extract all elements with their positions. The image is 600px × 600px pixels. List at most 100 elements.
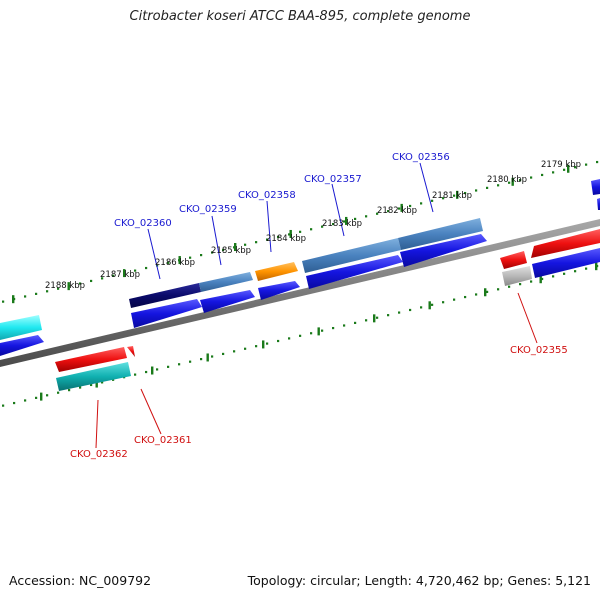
minor-tick <box>552 275 555 278</box>
major-tick <box>511 177 514 186</box>
minor-tick <box>178 363 181 366</box>
minor-tick <box>409 204 412 208</box>
feature-cds-b <box>200 290 255 313</box>
minor-tick <box>200 358 203 361</box>
minor-tick <box>376 212 379 215</box>
minor-tick <box>541 277 544 281</box>
minor-tick <box>35 292 38 295</box>
minor-tick <box>519 283 522 286</box>
major-tick <box>123 269 126 278</box>
feature-cds-f <box>532 248 600 278</box>
major-tick <box>567 164 570 173</box>
minor-tick <box>365 319 368 322</box>
minor-tick <box>57 391 60 394</box>
minor-tick <box>563 272 566 275</box>
minor-tick <box>398 207 401 210</box>
major-tick <box>40 392 43 401</box>
gene-label-cko-02362: CKO_02362 <box>70 449 128 460</box>
accession-text: Accession: NC_009792 <box>9 573 152 588</box>
major-tick <box>234 243 237 252</box>
genome-summary-text: Topology: circular; Length: 4,720,462 bp… <box>247 573 591 588</box>
minor-tick <box>13 401 16 405</box>
scale-label: 2185 kbp <box>211 246 251 256</box>
gene-label-cko-02360: CKO_02360 <box>114 218 172 229</box>
minor-tick <box>310 332 313 335</box>
feature-cko-right-red <box>531 229 600 258</box>
major-tick <box>12 295 15 304</box>
minor-tick <box>376 316 379 319</box>
minor-tick <box>508 181 511 184</box>
minor-tick <box>398 311 401 314</box>
minor-tick <box>46 290 49 293</box>
major-tick <box>539 275 542 284</box>
minor-tick <box>486 290 489 293</box>
minor-tick <box>244 243 247 246</box>
minor-tick <box>541 173 544 177</box>
gene-label-cko-02361: CKO_02361 <box>134 435 192 446</box>
minor-tick <box>420 306 423 309</box>
minor-tick <box>321 329 324 332</box>
minor-tick <box>167 261 170 264</box>
minor-tick <box>266 238 269 241</box>
scale-ticks-lower <box>2 262 599 407</box>
minor-tick <box>530 176 533 179</box>
major-tick <box>428 301 431 310</box>
minor-tick <box>145 370 148 374</box>
minor-tick <box>596 160 599 164</box>
feature-cko-02360 <box>129 283 201 308</box>
minor-tick <box>156 368 159 371</box>
minor-tick <box>112 378 115 381</box>
gene-label-cko-02355: CKO_02355 <box>510 345 568 356</box>
minor-tick <box>101 381 104 384</box>
minor-tick <box>475 293 478 296</box>
minor-tick <box>508 285 511 288</box>
major-tick <box>178 256 181 265</box>
scale-label: 2188 kbp <box>45 281 85 291</box>
minor-tick <box>585 267 588 270</box>
minor-tick <box>299 230 302 233</box>
minor-tick <box>35 396 38 399</box>
major-tick <box>262 340 265 349</box>
minor-tick <box>343 220 346 223</box>
minor-tick <box>464 191 467 195</box>
backbone <box>0 219 600 367</box>
minor-tick <box>497 184 500 187</box>
minor-tick <box>365 215 368 218</box>
minor-tick <box>431 199 434 202</box>
gene-label-cko-02357: CKO_02357 <box>304 174 362 185</box>
minor-tick <box>79 386 82 389</box>
minor-tick <box>332 222 335 226</box>
minor-tick <box>189 256 192 259</box>
minor-tick <box>453 194 456 197</box>
major-tick <box>206 353 209 362</box>
minor-tick <box>277 339 280 343</box>
minor-tick <box>24 295 27 298</box>
minor-tick <box>211 355 214 358</box>
minor-tick <box>387 210 390 213</box>
minor-tick <box>167 365 170 368</box>
features-forward-inner <box>0 198 600 356</box>
minor-tick <box>354 321 357 325</box>
feature-cko-02359 <box>199 272 253 292</box>
minor-tick <box>2 404 5 407</box>
minor-tick <box>266 342 269 345</box>
major-tick <box>317 327 320 336</box>
minor-tick <box>112 274 115 277</box>
major-tick <box>456 190 459 199</box>
feature-cds-d <box>306 255 403 289</box>
map-title: Citrobacter koseri ATCC BAA-895, complet… <box>129 9 471 24</box>
minor-tick <box>244 347 247 350</box>
feature-cko-02356 <box>398 218 483 250</box>
minor-tick <box>354 217 357 221</box>
minor-tick <box>299 334 302 337</box>
minor-tick <box>57 287 60 290</box>
minor-tick <box>200 254 203 257</box>
scale-label: 2181 kbp <box>432 191 472 201</box>
feature-cko-02358 <box>255 262 298 281</box>
minor-tick <box>277 235 280 239</box>
minor-tick <box>486 186 489 189</box>
major-tick <box>95 379 98 388</box>
scale-label: 2186 kbp <box>155 258 195 268</box>
minor-tick <box>332 326 335 330</box>
